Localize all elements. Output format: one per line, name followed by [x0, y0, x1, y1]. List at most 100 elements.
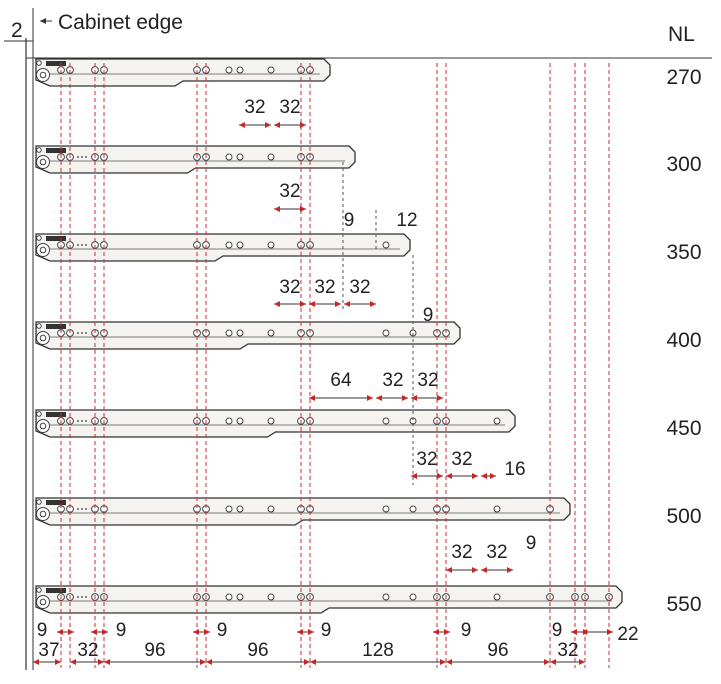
- bottom-dim-line-3-arrowhead-left: [206, 659, 212, 665]
- mounting-hole: [267, 505, 275, 513]
- mounting-hole: [225, 153, 233, 161]
- mounting-hole: [267, 417, 275, 425]
- rail-500-small-label-9: 9: [526, 533, 537, 554]
- mounting-hole: [267, 593, 275, 601]
- mounting-hole: [382, 241, 390, 249]
- mounting-hole: [236, 505, 244, 513]
- rail-300-dim-label-0: 32: [279, 181, 300, 202]
- small-dim-line-5-arrowhead-left: [571, 629, 577, 635]
- rail-400-dim-label-1: 32: [382, 370, 403, 391]
- nl-value-270: 270: [666, 66, 701, 89]
- rail-270-dim-line-1-arrowhead-right: [300, 122, 306, 128]
- bottom-dim-line-5-arrowhead-left: [446, 659, 452, 665]
- bottom-dim-line-2-arrowhead-right: [200, 659, 206, 665]
- rail-350-dim-label-0: 32: [279, 277, 300, 298]
- brand-logo-icon: [46, 61, 66, 66]
- bottom-dim-line-6-arrowhead-left: [550, 659, 556, 665]
- rail-350-small-label-9: 9: [344, 210, 355, 231]
- dotted-slot: [81, 156, 83, 158]
- nl-value-300: 300: [666, 153, 701, 176]
- gap-label: 2: [11, 19, 23, 42]
- small-dim-line-1-arrowhead-right: [102, 629, 108, 635]
- bottom-dim-label-5: 96: [487, 640, 508, 661]
- mounting-hole: [493, 505, 501, 513]
- rail-450-dim-line-0-arrowhead-right: [437, 473, 443, 479]
- nl-value-400: 400: [666, 329, 701, 352]
- mounting-hole: [267, 329, 275, 337]
- mounting-hole: [493, 417, 501, 425]
- roller-hub-icon: [39, 510, 47, 518]
- rail-500-dim-label-1: 32: [486, 542, 507, 563]
- bottom-dim-line-4-arrowhead-left: [310, 659, 316, 665]
- brand-logo-icon: [46, 148, 66, 153]
- mounting-hole: [225, 329, 233, 337]
- roller-hub-icon: [39, 71, 47, 79]
- mounting-hole: [267, 153, 275, 161]
- bottom-dim-line-0-arrowhead-left: [33, 659, 39, 665]
- rail-500-dim-line-1-arrowhead-left: [481, 567, 487, 573]
- rail-body: [35, 409, 516, 438]
- mounting-hole: [225, 593, 233, 601]
- dotted-slot: [85, 508, 87, 510]
- bottom-dim-label-2: 96: [144, 640, 165, 661]
- rail-350-dim-label-2: 32: [349, 277, 370, 298]
- mounting-hole: [409, 593, 417, 601]
- rail-400-dim-line-2-arrowhead-right: [437, 395, 443, 401]
- mounting-hole: [236, 153, 244, 161]
- bottom-dim-label-4: 128: [362, 640, 394, 661]
- nine-label-2: 9: [217, 620, 228, 641]
- rail-500-dim-line-0-arrowhead-right: [472, 567, 478, 573]
- bottom-dim-line-1-arrowhead-right: [98, 659, 104, 665]
- rail-400: 400: [35, 321, 702, 352]
- dotted-slot: [85, 156, 87, 158]
- dotted-slot: [85, 596, 87, 598]
- rail-450-dim-line-1-arrowhead-right: [472, 473, 478, 479]
- dotted-slot: [81, 420, 83, 422]
- roller-hub-icon: [39, 158, 47, 166]
- brand-logo-icon: [46, 324, 66, 329]
- mounting-hole: [225, 241, 233, 249]
- small-dim-line-6-arrowhead-left: [581, 629, 587, 635]
- rail-400-small-label-9: 9: [423, 305, 434, 326]
- brand-logo-icon: [46, 412, 66, 417]
- small-dim-line-0-arrowhead-right: [68, 629, 74, 635]
- mounting-hole: [236, 417, 244, 425]
- dotted-slot: [81, 244, 83, 246]
- nine-label-1: 9: [116, 620, 127, 641]
- bottom-dim-line-2-arrowhead-left: [104, 659, 110, 665]
- mounting-hole: [409, 505, 417, 513]
- small-dim-line-3-arrowhead-right: [308, 629, 314, 635]
- nine-label-4: 9: [461, 620, 472, 641]
- rail-270-dim-label-1: 32: [279, 97, 300, 118]
- dotted-slot: [81, 508, 83, 510]
- rail-350-dim-line-0-arrowhead-right: [300, 301, 306, 307]
- rail-400-dim-line-1-arrowhead-left: [376, 395, 382, 401]
- cabinet-edge-label: Cabinet edge: [58, 11, 183, 34]
- small-dim-line-0-arrowhead-left: [57, 629, 63, 635]
- rail-300-dim-line-0-arrowhead-left: [274, 206, 280, 212]
- mounting-hole: [382, 505, 390, 513]
- roller-hub-icon: [39, 598, 47, 606]
- dotted-slot: [77, 596, 79, 598]
- mounting-hole: [225, 505, 233, 513]
- rail-450-dim-line-2-arrowhead-right: [490, 473, 496, 479]
- roller-hub-icon: [39, 334, 47, 342]
- bottom-dim-line-4-arrowhead-right: [440, 659, 446, 665]
- dotted-slot: [77, 156, 79, 158]
- rail-500-dim-line-0-arrowhead-left: [446, 567, 452, 573]
- screw-icon: [36, 587, 42, 593]
- rail-body: [35, 233, 411, 262]
- bottom-dim-label-3: 96: [247, 640, 268, 661]
- rail-350-dim-label-1: 32: [314, 277, 335, 298]
- bottom-dim-label-6: 32: [557, 640, 578, 661]
- rail-body: [35, 321, 461, 350]
- rail-350-small-label-12: 12: [396, 210, 417, 231]
- rail-550: 550: [35, 585, 702, 616]
- bottom-dim-label-0: 37: [38, 640, 59, 661]
- bottom-dim-line-1-arrowhead-left: [70, 659, 76, 665]
- rail-270-dim-line-0-arrowhead-right: [265, 122, 271, 128]
- rail-350-dim-line-1-arrowhead-left: [309, 301, 315, 307]
